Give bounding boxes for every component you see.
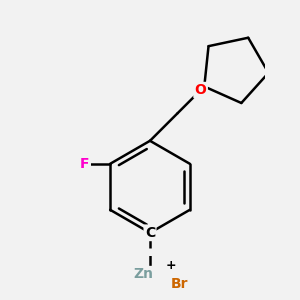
Text: Br: Br — [171, 277, 189, 291]
Text: F: F — [80, 157, 90, 171]
Text: Zn: Zn — [133, 267, 153, 281]
Text: O: O — [195, 83, 206, 97]
Text: +: + — [165, 260, 176, 272]
Text: C: C — [145, 226, 155, 240]
